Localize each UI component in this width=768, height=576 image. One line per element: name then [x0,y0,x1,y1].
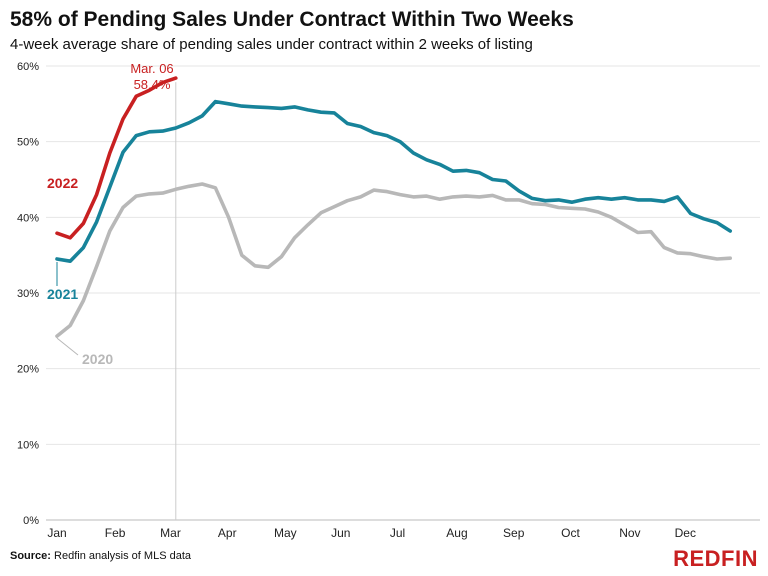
series-lines [55,76,733,338]
x-tick-label: Dec [675,526,696,540]
source-prefix: Source: [10,550,51,562]
annotation-value: 58.4% [134,77,171,92]
y-tick-label: 0% [23,515,39,527]
series-label-2020: 2020 [82,351,113,367]
x-tick-label: Feb [105,526,126,540]
source-note: Source: Redfin analysis of MLS data [10,550,191,562]
y-tick-label: 30% [17,288,39,300]
x-axis-ticks: Jan Feb Mar Apr May Jun Jul Aug Sep Oct Nov Dec [47,526,696,540]
y-tick-label: 60% [17,61,39,73]
x-tick-label: Jan [47,526,66,540]
series-labels: 2022 2021 2020 [47,175,113,367]
y-tick-label: 50% [17,137,39,149]
chart-subtitle: 4-week average share of pending sales un… [10,36,533,53]
series-line-2020 [55,182,733,338]
leader-line-2020 [56,337,79,356]
x-tick-label: Apr [218,526,237,540]
x-tick-label: May [274,526,297,540]
x-tick-label: Jun [331,526,350,540]
chart-title: 58% of Pending Sales Under Contract With… [10,8,574,31]
y-axis-ticks: 0% 10% 20% 30% 40% 50% 60% [17,61,39,527]
x-tick-label: Aug [446,526,467,540]
y-tick-label: 20% [17,364,39,376]
source-text: Redfin analysis of MLS data [54,550,191,562]
redfin-logo: REDFIN [673,546,758,571]
series-line-2022 [55,76,178,240]
annotation-date: Mar. 06 [130,61,173,76]
x-tick-label: Sep [503,526,525,540]
series-label-2022: 2022 [47,175,78,191]
x-tick-label: Jul [390,526,405,540]
series-line-2021 [55,99,733,264]
y-tick-label: 10% [17,439,39,451]
x-tick-label: Nov [619,526,640,540]
grid-lines [46,65,760,521]
x-tick-label: Mar [160,526,181,540]
x-tick-label: Oct [561,526,580,540]
y-tick-label: 40% [17,212,39,224]
series-label-2021: 2021 [47,286,78,302]
